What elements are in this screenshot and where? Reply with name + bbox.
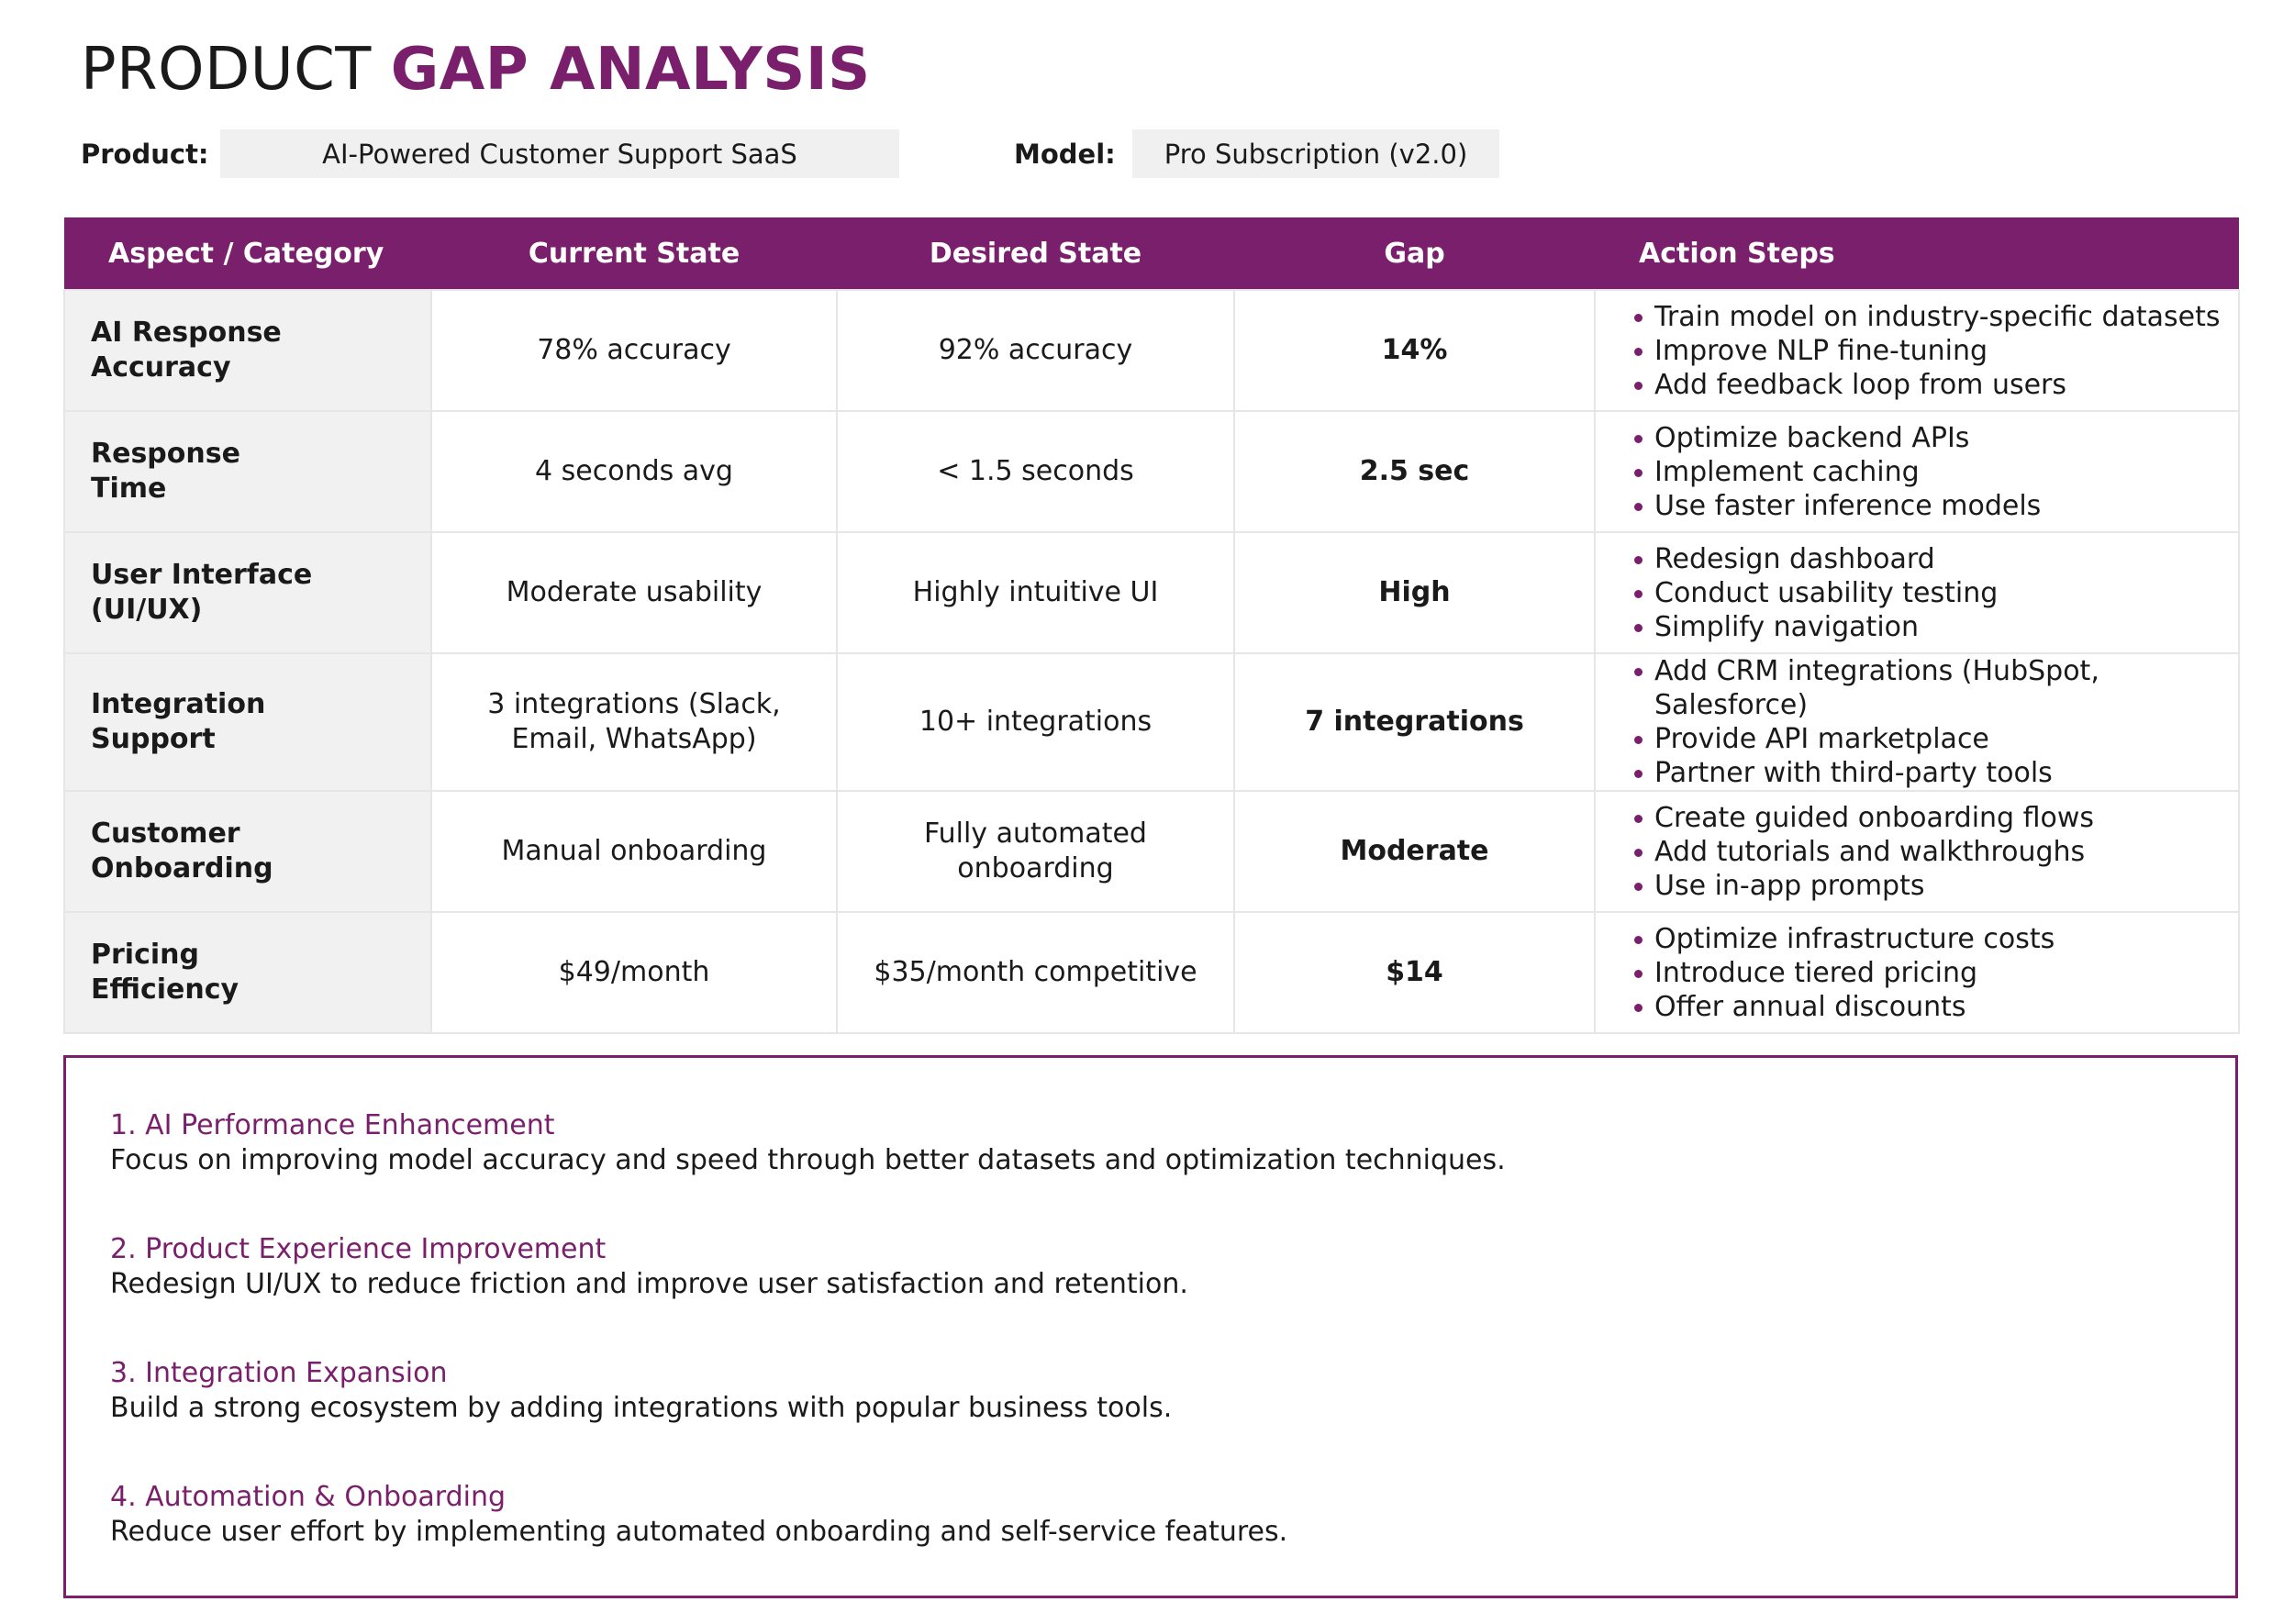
actions-cell: Optimize infrastructure costs Introduce … <box>1594 911 2240 1034</box>
action-item: Provide API marketplace <box>1632 722 2225 756</box>
action-item: Offer annual discounts <box>1632 990 2225 1024</box>
actions-cell: Redesign dashboard Conduct usability tes… <box>1594 531 2240 654</box>
header-gap: Gap <box>1234 217 1595 290</box>
action-item: Partner with third-party tools <box>1632 756 2225 790</box>
gap-cell: 14% <box>1233 289 1596 412</box>
page-title: PRODUCT GAP ANALYSIS <box>81 33 871 106</box>
header-desired: Desired State <box>837 217 1234 290</box>
summary-item-title: 3. Integration Expansion <box>110 1357 448 1389</box>
aspect-cell: AI Response Accuracy <box>63 289 432 412</box>
aspect-cell: Response Time <box>63 410 432 533</box>
summary-item: 2. Product Experience Improvement Redesi… <box>110 1232 2191 1356</box>
table-row: Integration Support 3 integrations (Slack… <box>63 652 2240 792</box>
desired-cell: < 1.5 seconds <box>836 410 1235 533</box>
action-item: Add feedback loop from users <box>1632 368 2225 402</box>
model-label: Model: <box>1014 138 1116 170</box>
current-cell: 78% accuracy <box>430 289 838 412</box>
gap-analysis-table: Aspect / Category Current State Desired … <box>63 217 2240 1034</box>
action-item: Optimize infrastructure costs <box>1632 922 2225 956</box>
current-cell: Manual onboarding <box>430 790 838 913</box>
desired-cell: Highly intuitive UI <box>836 531 1235 654</box>
actions-cell: Train model on industry-specific dataset… <box>1594 289 2240 412</box>
aspect-cell: Customer Onboarding <box>63 790 432 913</box>
actions-cell: Create guided onboarding flows Add tutor… <box>1594 790 2240 913</box>
aspect-cell: Integration Support <box>63 652 432 792</box>
actions-cell: Optimize backend APIs Implement caching … <box>1594 410 2240 533</box>
summary-item-title: 4. Automation & Onboarding <box>110 1481 507 1513</box>
summary-item-title: 2. Product Experience Improvement <box>110 1233 607 1265</box>
action-item: Introduce tiered pricing <box>1632 956 2225 990</box>
table-row: Customer Onboarding Manual onboarding Ful… <box>63 790 2240 913</box>
current-cell: $49/month <box>430 911 838 1034</box>
current-cell: Moderate usability <box>430 531 838 654</box>
header-current: Current State <box>431 217 837 290</box>
current-cell: 3 integrations (Slack, Email, WhatsApp) <box>430 652 838 792</box>
summary-item-text: Reduce user effort by implementing autom… <box>110 1516 1288 1548</box>
table-row: Response Time 4 seconds avg < 1.5 seconds… <box>63 410 2240 533</box>
summary-item: 3. Integration Expansion Build a strong … <box>110 1356 2191 1480</box>
action-item: Use in-app prompts <box>1632 869 2225 903</box>
desired-cell: 10+ integrations <box>836 652 1235 792</box>
header-actions: Action Steps <box>1595 217 2239 290</box>
action-item: Use faster inference models <box>1632 489 2225 523</box>
aspect-cell: Pricing Efficiency <box>63 911 432 1034</box>
summary-item-title: 1. AI Performance Enhancement <box>110 1109 555 1141</box>
table-row: User Interface (UI/UX) Moderate usability… <box>63 531 2240 654</box>
gap-cell: High <box>1233 531 1596 654</box>
product-label: Product: <box>81 138 209 170</box>
summary-item-text: Build a strong ecosystem by adding integ… <box>110 1392 1173 1424</box>
summary-item: 4. Automation & Onboarding Reduce user e… <box>110 1480 2191 1604</box>
action-item: Create guided onboarding flows <box>1632 801 2225 835</box>
title-prefix: PRODUCT <box>81 36 372 104</box>
action-item: Optimize backend APIs <box>1632 421 2225 455</box>
desired-cell: Fully automated onboarding <box>836 790 1235 913</box>
action-item: Simplify navigation <box>1632 610 2225 644</box>
model-value-field: Pro Subscription (v2.0) <box>1132 129 1499 178</box>
gap-cell: 7 integrations <box>1233 652 1596 792</box>
summary-item: 1. AI Performance Enhancement Focus on i… <box>110 1108 2191 1232</box>
action-item: Add CRM integrations (HubSpot, Salesforc… <box>1632 654 2225 722</box>
gap-cell: $14 <box>1233 911 1596 1034</box>
table-row: AI Response Accuracy 78% accuracy 92% acc… <box>63 289 2240 412</box>
table-header-row: Aspect / Category Current State Desired … <box>64 217 2239 290</box>
actions-cell: Add CRM integrations (HubSpot, Salesforc… <box>1594 652 2240 792</box>
summary-item-text: Redesign UI/UX to reduce friction and im… <box>110 1268 1188 1300</box>
action-item: Improve NLP fine-tuning <box>1632 334 2225 368</box>
gap-cell: Moderate <box>1233 790 1596 913</box>
action-item: Implement caching <box>1632 455 2225 489</box>
product-value-field: AI-Powered Customer Support SaaS <box>220 129 899 178</box>
action-item: Conduct usability testing <box>1632 576 2225 610</box>
gap-cell: 2.5 sec <box>1233 410 1596 533</box>
current-cell: 4 seconds avg <box>430 410 838 533</box>
desired-cell: $35/month competitive <box>836 911 1235 1034</box>
table-row: Pricing Efficiency $49/month $35/month co… <box>63 911 2240 1034</box>
summary-item-text: Focus on improving model accuracy and sp… <box>110 1144 1506 1176</box>
action-item: Train model on industry-specific dataset… <box>1632 300 2225 334</box>
action-item: Redesign dashboard <box>1632 542 2225 576</box>
header-aspect: Aspect / Category <box>64 217 431 290</box>
aspect-cell: User Interface (UI/UX) <box>63 531 432 654</box>
desired-cell: 92% accuracy <box>836 289 1235 412</box>
title-accent: GAP ANALYSIS <box>390 36 871 104</box>
summary-box: 1. AI Performance Enhancement Focus on i… <box>63 1055 2238 1598</box>
action-item: Add tutorials and walkthroughs <box>1632 835 2225 869</box>
